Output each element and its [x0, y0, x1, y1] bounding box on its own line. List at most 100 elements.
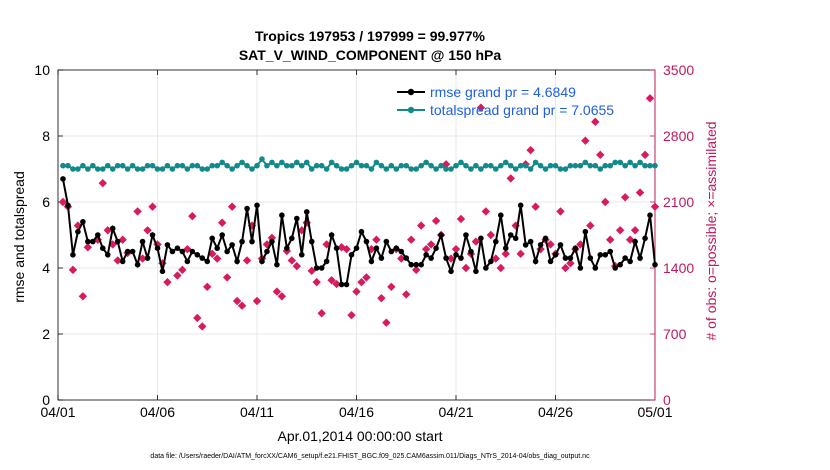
totalspread-point: [637, 159, 643, 166]
totalspread-point: [313, 162, 320, 169]
totalspread-point: [627, 159, 633, 166]
obs-marker: [302, 218, 311, 227]
rmse-point: [453, 252, 459, 258]
obs-marker: [148, 202, 157, 211]
totalspread-point: [124, 166, 131, 172]
obs-marker: [312, 277, 321, 287]
totalspread-point: [174, 162, 181, 169]
totalspread-point: [607, 162, 614, 169]
y-tick-label-right: 3500: [663, 62, 694, 78]
rmse-point: [308, 238, 315, 245]
totalspread-point: [642, 162, 648, 169]
totalspread-point: [388, 162, 395, 169]
rmse-point: [358, 228, 365, 235]
totalspread-point: [90, 162, 96, 169]
totalspread-point: [294, 159, 300, 166]
totalspread-point: [229, 166, 235, 172]
obs-marker: [193, 313, 202, 323]
x-axis-ticks: 04/01 04/06 04/11 04/16 04/21 04/26 05/01: [40, 70, 673, 420]
totalspread-point: [647, 162, 653, 169]
obs-marker: [103, 226, 112, 235]
obs-marker: [237, 301, 247, 310]
totalspread-point: [488, 162, 494, 169]
totalspread-point: [577, 162, 584, 169]
totalspread-point: [552, 162, 559, 169]
rmse-point: [104, 252, 111, 258]
totalspread-point: [249, 166, 255, 172]
rmse-point: [622, 255, 628, 261]
rmse-point: [90, 238, 96, 245]
obs-marker: [203, 282, 212, 292]
rmse-point: [572, 245, 579, 251]
totalspread-point: [448, 166, 454, 172]
obs-marker: [566, 259, 575, 268]
rmse-point: [75, 228, 81, 235]
totalspread-point: [468, 166, 474, 172]
totalspread-point: [358, 162, 365, 169]
rmse-point: [413, 261, 420, 268]
rmse-point: [294, 215, 300, 222]
totalspread-point: [209, 162, 216, 169]
rmse-point: [383, 238, 390, 245]
y-tick-label-right: 2800: [663, 128, 694, 144]
totalspread-point: [65, 162, 71, 169]
obs-markers: [58, 94, 660, 331]
totalspread-point: [527, 166, 534, 172]
rmse-point: [562, 255, 569, 261]
rmse-point: [119, 258, 126, 265]
rmse-point: [129, 248, 136, 255]
x-tick-label: 05/01: [637, 404, 672, 420]
obs-marker: [491, 254, 500, 263]
obs-marker: [397, 254, 406, 263]
totalspread-point: [542, 166, 549, 172]
rmse-point: [473, 268, 479, 275]
obs-marker: [173, 271, 182, 280]
totalspread-point: [522, 162, 529, 169]
rmse-point: [219, 232, 225, 238]
obs-marker: [352, 287, 361, 296]
totalspread-point: [159, 166, 166, 172]
rmse-point: [328, 232, 335, 238]
obs-marker: [292, 261, 301, 271]
obs-marker: [456, 214, 466, 224]
rmse-point: [642, 235, 648, 242]
obs-marker: [561, 263, 570, 273]
rmse-point: [149, 232, 156, 238]
totalspread-point: [353, 159, 360, 166]
rmse-point: [348, 252, 355, 258]
obs-marker: [640, 150, 650, 160]
totalspread-point: [60, 162, 66, 169]
rmse-point: [458, 255, 464, 261]
totalspread-point: [632, 162, 638, 169]
totalspread-point: [80, 162, 86, 169]
rmse-point: [443, 255, 449, 261]
totalspread-point: [75, 166, 81, 172]
totalspread-point: [378, 162, 385, 169]
obs-marker: [596, 150, 605, 160]
totalspread-point: [303, 159, 310, 166]
x-axis-label: Apr.01,2014 00:00:00 start: [277, 428, 442, 444]
rmse-point: [338, 281, 345, 288]
obs-marker: [133, 207, 142, 216]
totalspread-point: [587, 162, 594, 169]
obs-marker: [178, 265, 187, 275]
totalspread-point: [204, 166, 211, 172]
totalspread-point: [652, 162, 658, 169]
x-tick-label: 04/11: [240, 404, 274, 420]
rmse-point: [363, 238, 370, 245]
rmse-point: [174, 245, 181, 251]
totalspread-point: [572, 162, 579, 169]
obs-marker: [252, 296, 262, 306]
obs-marker: [98, 178, 107, 188]
rmse-point: [612, 265, 618, 271]
rmse-point: [323, 258, 330, 265]
x-tick-label: 04/16: [339, 404, 374, 420]
rmse-point: [144, 255, 151, 261]
legend-spread-label: totalspread grand pr = 7.0655: [430, 102, 614, 118]
obs-marker: [198, 322, 207, 331]
totalspread-point: [289, 162, 295, 169]
obs-marker: [471, 237, 481, 246]
totalspread-point: [423, 159, 429, 166]
x-tick-label: 04/06: [140, 404, 175, 420]
rmse-point: [388, 248, 395, 255]
